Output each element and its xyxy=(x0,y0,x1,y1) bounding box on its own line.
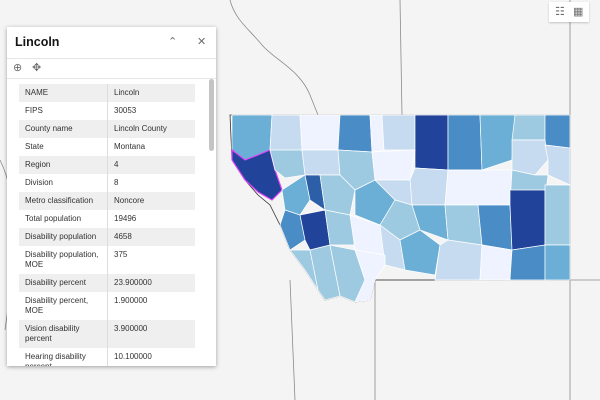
table-row: Disability population 4658 xyxy=(19,228,195,246)
field-name: County name xyxy=(19,120,108,138)
field-value: Noncore xyxy=(114,196,145,205)
scrollbar[interactable] xyxy=(209,79,214,363)
field-value: 19496 xyxy=(114,214,137,223)
table-row: Hearing disability percent 10.100000 xyxy=(19,348,195,366)
table-row: Disability population, MOE 375 xyxy=(19,246,195,274)
zoom-to-icon[interactable]: ⊕ xyxy=(13,62,23,74)
field-name: FIPS xyxy=(19,102,108,120)
attribute-table: NAME Lincoln FIPS 30053 County name Lincoln C… xyxy=(19,84,195,366)
map-controls: ☷ ▦ xyxy=(549,2,589,22)
table-row: NAME Lincoln xyxy=(19,84,195,102)
field-name: Region xyxy=(19,156,108,174)
table-row: County name Lincoln County xyxy=(19,120,195,138)
field-value: 1.900000 xyxy=(114,296,148,305)
field-name: State xyxy=(19,138,108,156)
table-row: Disability percent 23.900000 xyxy=(19,274,195,292)
feature-popup: Lincoln ⌃ ✕ ⊕ ✥ NAME Lincoln FIPS 30053 Coun… xyxy=(7,27,216,366)
divider xyxy=(7,58,216,59)
field-name: Metro classification xyxy=(19,192,108,210)
pan-icon[interactable]: ✥ xyxy=(32,62,42,74)
close-icon[interactable]: ✕ xyxy=(197,36,207,48)
field-value: 3.900000 xyxy=(114,324,148,333)
field-value: 4 xyxy=(114,160,119,169)
montana-counties[interactable] xyxy=(231,114,571,303)
field-name: Vision disability percent xyxy=(19,320,108,348)
field-value: 10.100000 xyxy=(114,352,152,361)
field-value: Lincoln xyxy=(114,88,140,97)
basemap-gallery-icon[interactable]: ▦ xyxy=(573,6,584,18)
legend-icon[interactable]: ☷ xyxy=(555,6,565,18)
field-name: Disability percent xyxy=(19,274,108,292)
field-value: 23.900000 xyxy=(114,278,152,287)
field-value: 4658 xyxy=(114,232,132,241)
chevron-up-icon[interactable]: ⌃ xyxy=(168,36,178,48)
popup-title: Lincoln xyxy=(15,35,60,49)
field-name: Disability percent, MOE xyxy=(19,292,108,320)
divider xyxy=(7,78,216,79)
table-row: Region 4 xyxy=(19,156,195,174)
table-row: State Montana xyxy=(19,138,195,156)
field-value: 30053 xyxy=(114,106,137,115)
field-value: 375 xyxy=(114,250,128,259)
scrollbar-thumb[interactable] xyxy=(209,79,214,151)
field-name: Disability population, MOE xyxy=(19,246,108,274)
field-name: Division xyxy=(19,174,108,192)
table-row: Metro classification Noncore xyxy=(19,192,195,210)
table-row: Vision disability percent 3.900000 xyxy=(19,320,195,348)
field-name: Hearing disability percent xyxy=(19,348,108,366)
table-row: FIPS 30053 xyxy=(19,102,195,120)
field-name: NAME xyxy=(19,84,108,102)
table-row: Division 8 xyxy=(19,174,195,192)
table-row: Total population 19496 xyxy=(19,210,195,228)
field-value: Lincoln County xyxy=(114,124,167,133)
field-value: Montana xyxy=(114,142,146,151)
table-row: Disability percent, MOE 1.900000 xyxy=(19,292,195,320)
field-value: 8 xyxy=(114,178,119,187)
field-name: Total population xyxy=(19,210,108,228)
field-name: Disability population xyxy=(19,228,108,246)
